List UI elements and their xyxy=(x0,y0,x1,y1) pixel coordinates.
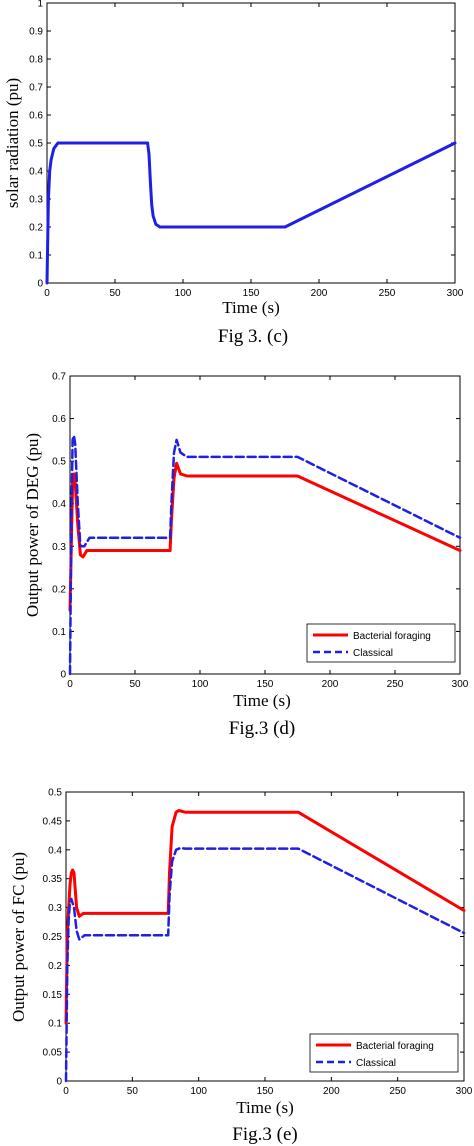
panel-e-y-tick-label: 0.2 xyxy=(48,961,62,972)
panel-e-y-tick-label: 0.3 xyxy=(48,903,62,914)
panel-e-legend-label-classical: Classical xyxy=(356,1058,396,1069)
panel-d-caption: Fig.3 (d) xyxy=(229,718,296,739)
panel-d-series-line-classical xyxy=(68,434,462,676)
panel-e-series-line-classical xyxy=(64,846,466,1083)
panel-c-y-tick-label: 0.2 xyxy=(29,223,43,234)
panel-d-legend-label-bacterial: Bacterial foraging xyxy=(353,631,431,642)
panel-e-series xyxy=(64,809,466,1083)
panel-d-legend-label-classical: Classical xyxy=(353,648,393,659)
panel-e-x-tick-label: 300 xyxy=(456,1086,473,1097)
panel-d-x-tick-label: 200 xyxy=(322,679,339,690)
panel-d-y-tick-label: 0.5 xyxy=(52,457,66,468)
panel-c-y-tick-label: 0.4 xyxy=(29,167,43,178)
panel-d-y-tick-label: 0.4 xyxy=(52,499,66,510)
panel-d-legend: Bacterial foraging Classical xyxy=(306,623,456,663)
panel-e: 0 50 100 150 200 250 300 0 0.05 0.1 0.15 0.2 0.25 0.… xyxy=(9,788,473,1146)
panel-e-y-tick-label: 0 xyxy=(56,1077,62,1088)
panel-e-y-tick-label: 0.45 xyxy=(43,816,63,827)
panel-d: 0 50 100 150 200 250 300 0 0.1 0.2 0.3 0.4 0.5 0.6 0.… xyxy=(23,372,469,740)
panel-c-y-axis-label: solar radiation (pu) xyxy=(3,78,22,208)
panel-e-x-ticks: 0 50 100 150 200 250 300 xyxy=(63,792,473,1097)
panel-e-series-line-bacterial-foraging xyxy=(64,809,466,1025)
panel-e-x-axis-label: Time (s) xyxy=(236,1098,293,1117)
panel-c-x-tick-label: 0 xyxy=(44,288,50,299)
panel-c-y-tick-label: 0.3 xyxy=(29,195,43,206)
panel-e-legend-label-bacterial: Bacterial foraging xyxy=(356,1041,434,1052)
panel-e-y-tick-label: 0.4 xyxy=(48,845,62,856)
panel-e-x-tick-label: 100 xyxy=(190,1086,207,1097)
panel-c-y-tick-label: 0.9 xyxy=(29,27,43,38)
panel-c-x-tick-label: 150 xyxy=(243,288,260,299)
panel-d-series xyxy=(68,434,462,676)
panel-c-y-tick-label: 0.1 xyxy=(29,251,43,262)
panel-c-x-axis-label: Time (s) xyxy=(222,298,279,317)
panel-e-legend-box xyxy=(309,1033,459,1073)
panel-c-x-tick-label: 50 xyxy=(109,288,121,299)
panel-d-x-tick-label: 150 xyxy=(257,679,274,690)
panel-d-x-tick-label: 300 xyxy=(452,679,469,690)
panel-e-y-tick-label: 0.35 xyxy=(43,874,63,885)
panel-c-y-tick-label: 0.5 xyxy=(29,139,43,150)
panel-e-x-tick-label: 50 xyxy=(127,1086,139,1097)
panel-c-x-tick-label: 100 xyxy=(175,288,192,299)
panel-d-x-axis-label: Time (s) xyxy=(233,691,290,710)
panel-e-y-tick-label: 0.1 xyxy=(48,1019,62,1030)
panel-d-y-tick-label: 0.1 xyxy=(52,627,66,638)
panel-e-y-ticks: 0 0.05 0.1 0.15 0.2 0.25 0.3 0.35 0.4 0.45 0.5 xyxy=(43,788,464,1088)
panel-d-y-tick-label: 0.2 xyxy=(52,584,66,595)
panel-e-legend: Bacterial foraging Classical xyxy=(309,1033,459,1073)
panel-e-caption: Fig.3 (e) xyxy=(232,1124,297,1145)
panel-d-y-tick-label: 0.7 xyxy=(52,372,66,383)
panel-c-x-tick-label: 200 xyxy=(311,288,328,299)
panel-d-x-ticks: 0 50 100 150 200 250 300 xyxy=(67,376,469,690)
panel-e-x-tick-label: 150 xyxy=(257,1086,274,1097)
panel-c-y-tick-label: 0 xyxy=(37,279,43,290)
panel-d-y-ticks: 0 0.1 0.2 0.3 0.4 0.5 0.6 0.7 xyxy=(52,372,460,681)
panel-c-caption: Fig 3. (c) xyxy=(218,326,288,347)
panel-d-x-tick-label: 100 xyxy=(192,679,209,690)
panel-d-x-tick-label: 50 xyxy=(129,679,141,690)
panel-e-y-tick-label: 0.05 xyxy=(43,1048,63,1059)
panel-c-x-tick-label: 300 xyxy=(447,288,464,299)
panel-c-y-ticks: 0 0.1 0.2 0.3 0.4 0.5 0.6 0.7 0.8 0.9 1 xyxy=(29,0,455,290)
panel-e-x-tick-label: 200 xyxy=(323,1086,340,1097)
panel-e-y-axis-label: Output power of FC (pu) xyxy=(9,852,28,1022)
panel-c-series xyxy=(45,141,457,285)
panel-c: 0 50 100 150 200 250 300 0 0.1 0.2 0.3 0.4 0.5 0.6 0.… xyxy=(3,0,464,347)
panel-e-y-tick-label: 0.25 xyxy=(43,932,63,943)
panel-d-y-tick-label: 0.3 xyxy=(52,542,66,553)
panel-c-x-tick-label: 250 xyxy=(379,288,396,299)
panel-d-y-tick-label: 0 xyxy=(60,670,66,681)
panel-e-y-tick-label: 0.5 xyxy=(48,788,62,799)
panel-d-x-tick-label: 250 xyxy=(387,679,404,690)
panel-c-y-tick-label: 0.6 xyxy=(29,111,43,122)
panel-d-y-tick-label: 0.6 xyxy=(52,414,66,425)
panel-d-legend-box xyxy=(306,623,456,663)
panel-e-y-tick-label: 0.15 xyxy=(43,990,63,1001)
panel-c-series-line-0 xyxy=(45,141,457,285)
panel-e-x-tick-label: 0 xyxy=(63,1086,69,1097)
panel-d-y-axis-label: Output power of DEG (pu) xyxy=(23,433,42,617)
panel-d-series-line-bacterial-foraging xyxy=(68,461,462,612)
panel-c-y-tick-label: 0.8 xyxy=(29,55,43,66)
panel-c-y-tick-label: 1 xyxy=(37,0,43,10)
panel-e-x-tick-label: 250 xyxy=(389,1086,406,1097)
panel-d-x-tick-label: 0 xyxy=(67,679,73,690)
panel-c-y-tick-label: 0.7 xyxy=(29,83,43,94)
